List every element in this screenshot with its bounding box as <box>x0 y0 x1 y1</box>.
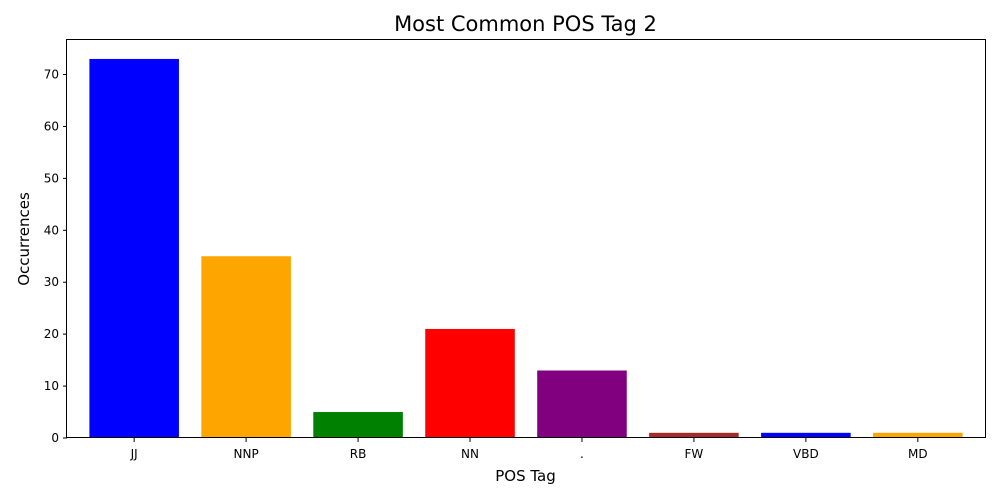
x-tick-label: NNP <box>234 447 259 461</box>
x-tick-label: . <box>580 447 584 461</box>
x-axis-ticks: JJ NNP RB NN. FW VBD MD <box>130 438 928 461</box>
y-axis-ticks: 0 10 20 30 40 50 60 70 <box>44 68 67 445</box>
y-tick-label: 70 <box>44 68 59 82</box>
x-axis-label: POS Tag <box>495 467 556 485</box>
bar-vbd <box>761 432 851 438</box>
x-tick-label: MD <box>908 447 928 461</box>
bar-rb <box>313 412 403 438</box>
y-axis-label: Occurrences <box>15 192 33 286</box>
bar-nnp <box>201 256 291 438</box>
y-tick-label: 20 <box>44 327 59 341</box>
x-tick-label: NN <box>461 447 479 461</box>
chart-title: Most Common POS Tag 2 <box>394 12 657 36</box>
bar-nn <box>425 328 515 438</box>
plot-frame <box>66 39 986 438</box>
x-tick-label: VBD <box>793 447 819 461</box>
y-tick-label: 10 <box>44 379 59 393</box>
y-tick-label: 0 <box>51 431 59 445</box>
y-tick-label: 30 <box>44 275 59 289</box>
y-tick-label: 40 <box>44 223 59 237</box>
bar-md <box>873 432 963 438</box>
bars-group <box>89 58 963 438</box>
x-tick-label: JJ <box>130 447 138 461</box>
y-tick-label: 60 <box>44 119 59 133</box>
bar-jj <box>89 58 179 438</box>
x-tick-label: FW <box>685 447 704 461</box>
bar-fw <box>649 432 739 438</box>
x-tick-label: RB <box>350 447 367 461</box>
y-tick-label: 50 <box>44 171 59 185</box>
bar-period <box>537 370 627 438</box>
